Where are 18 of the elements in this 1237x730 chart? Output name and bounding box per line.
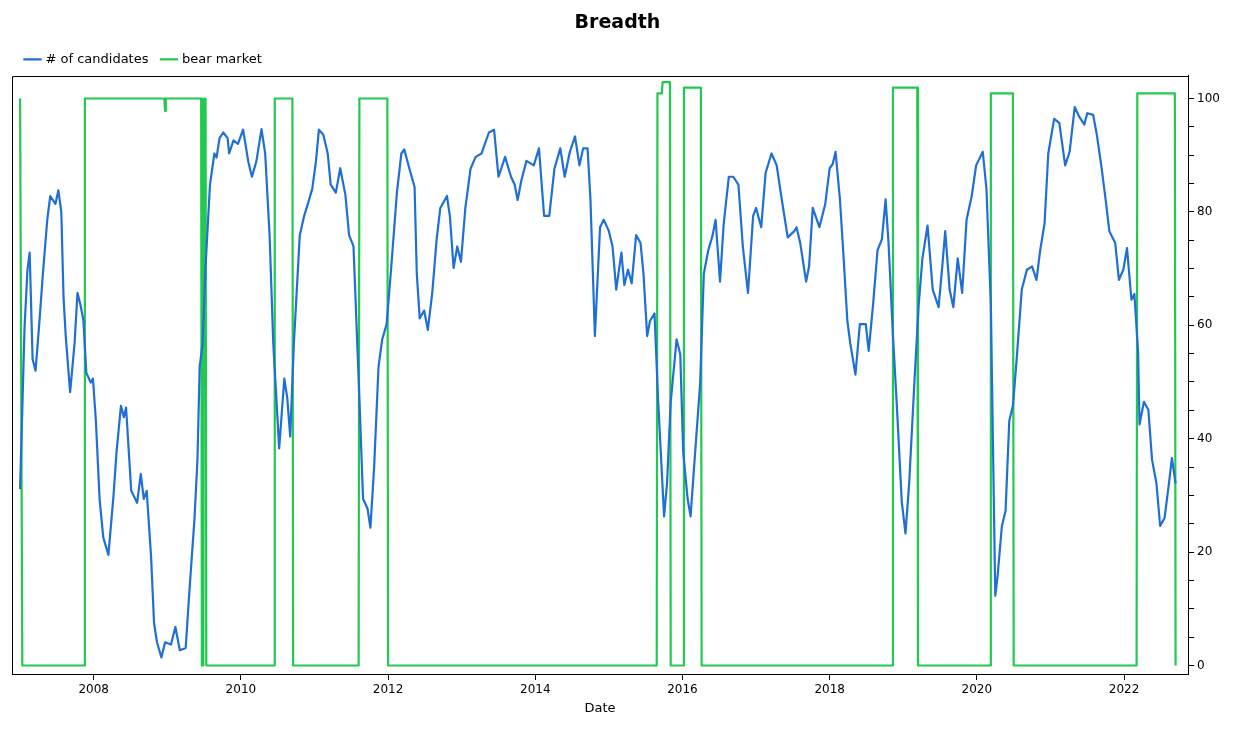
x-tick-label: 2008 [78, 682, 109, 697]
x-tick-label: 2014 [520, 682, 551, 697]
y-tick-label: 0 [1197, 657, 1205, 672]
x-tick-label: 2018 [814, 682, 845, 697]
x-tick-label: 2016 [667, 682, 698, 697]
y-tick-label: 60 [1197, 317, 1213, 332]
legend-label: bear market [181, 50, 262, 66]
x-tick-label: 2020 [961, 682, 993, 697]
x-axis-title: Date [584, 699, 616, 715]
y-tick-label: 100 [1197, 90, 1220, 105]
x-tick-label: 2010 [225, 682, 257, 697]
x-tick-label: 2022 [1108, 682, 1140, 697]
legend-label: # of candidates [45, 50, 149, 66]
y-tick-label: 40 [1197, 430, 1213, 445]
y-tick-label: 20 [1197, 544, 1213, 559]
x-tick-label: 2012 [372, 682, 404, 697]
y-tick-label: 80 [1197, 204, 1213, 219]
chart-title: Breadth [574, 10, 661, 33]
